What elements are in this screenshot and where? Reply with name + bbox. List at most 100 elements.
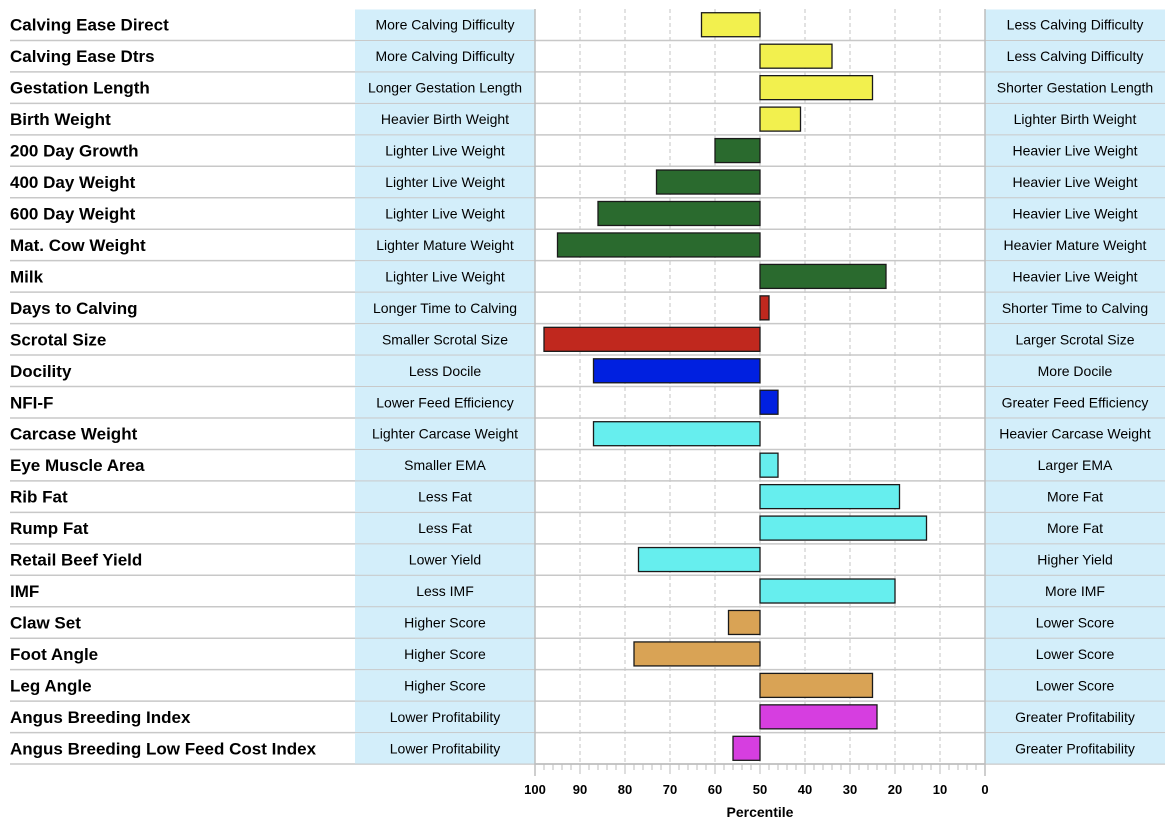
percentile-bar [732, 735, 761, 761]
trait-label: Rump Fat [10, 519, 89, 538]
chart-row: Angus Breeding Low Feed Cost Index Lower … [10, 733, 1165, 765]
right-descriptor: Larger Scrotal Size [1015, 331, 1134, 347]
right-descriptor-box [985, 9, 1165, 40]
left-descriptor-box [355, 40, 535, 72]
chart-row: 600 Day Weight Lighter Live Weight Heavier… [10, 198, 1165, 230]
left-descriptor-box [355, 292, 535, 324]
right-descriptor-box [985, 103, 1165, 135]
left-descriptor: Higher Score [404, 677, 486, 693]
left-descriptor-box [355, 9, 535, 40]
percentile-bar [592, 358, 761, 384]
x-tick-label: 30 [843, 782, 857, 797]
chart-row: Foot Angle Higher Score Lower Score [10, 638, 1165, 671]
right-descriptor-box [985, 701, 1165, 733]
chart-row: Calving Ease Direct More Calving Difficul… [10, 9, 1165, 42]
percentile-bar [759, 452, 779, 478]
right-descriptor-box [985, 40, 1165, 72]
right-descriptor: Less Calving Difficulty [1007, 17, 1144, 33]
right-descriptor: Greater Feed Efficiency [1002, 394, 1149, 410]
trait-label: Docility [10, 362, 72, 381]
chart-row: Calving Ease Dtrs More Calving Difficulty… [10, 40, 1165, 73]
right-descriptor: Larger EMA [1038, 457, 1113, 473]
left-descriptor-box [355, 418, 535, 449]
trait-label: Rib Fat [10, 488, 68, 507]
percentile-bar [759, 75, 874, 101]
trait-label: Angus Breeding Low Feed Cost Index [10, 739, 317, 758]
rows-layer: Calving Ease Direct More Calving Difficul… [10, 9, 1165, 765]
chart-row: Eye Muscle Area Smaller EMA Larger EMA [10, 449, 1165, 482]
left-descriptor-box [355, 607, 535, 638]
left-descriptor: Lower Yield [409, 552, 481, 568]
right-descriptor-box [985, 387, 1165, 418]
left-descriptor: Heavier Birth Weight [381, 111, 509, 127]
chart-row: Carcase Weight Lighter Carcase Weight Heav… [10, 418, 1165, 451]
right-descriptor-box [985, 135, 1165, 166]
right-descriptor-box [985, 481, 1165, 512]
left-descriptor-box [355, 670, 535, 701]
x-tick-label: 20 [888, 782, 902, 797]
right-descriptor-box [985, 324, 1165, 355]
percentile-bar [759, 263, 887, 290]
right-descriptor: Shorter Gestation Length [997, 80, 1153, 96]
percentile-bar [759, 389, 779, 415]
trait-label: NFI-F [10, 393, 53, 412]
left-descriptor-box [355, 229, 535, 261]
left-descriptor-box [355, 512, 535, 544]
percentile-bar [700, 12, 761, 38]
percentile-bar [759, 43, 833, 69]
right-descriptor-box [985, 292, 1165, 324]
trait-label: Gestation Length [10, 79, 150, 98]
trait-label: Carcase Weight [10, 425, 138, 444]
right-descriptor: Shorter Time to Calving [1002, 300, 1148, 316]
percentile-bar [759, 483, 901, 510]
left-descriptor-box [355, 733, 535, 764]
right-descriptor: Lighter Birth Weight [1014, 111, 1137, 127]
percentile-bar [727, 609, 761, 636]
left-descriptor-box [355, 387, 535, 418]
right-descriptor-box [985, 229, 1165, 261]
trait-label: IMF [10, 582, 39, 601]
trait-label: Scrotal Size [10, 330, 106, 349]
trait-label: Mat. Cow Weight [10, 236, 146, 255]
trait-label: Angus Breeding Index [10, 708, 191, 727]
right-descriptor-box [985, 512, 1165, 544]
left-descriptor-box [355, 701, 535, 733]
left-descriptor: Lighter Live Weight [385, 268, 505, 284]
x-tick-label: 60 [708, 782, 722, 797]
trait-label: Leg Angle [10, 676, 92, 695]
percentile-bar [655, 169, 761, 195]
x-tick-label: 70 [663, 782, 677, 797]
right-descriptor: Greater Profitability [1015, 740, 1135, 756]
left-descriptor-box [355, 198, 535, 229]
left-descriptor-box [355, 135, 535, 166]
chart-row: Leg Angle Higher Score Lower Score [10, 670, 1165, 702]
percentile-bar [633, 641, 761, 667]
chart-row: Mat. Cow Weight Lighter Mature Weight Heav… [10, 229, 1165, 262]
percentile-bar [543, 326, 761, 352]
left-descriptor-box [355, 449, 535, 481]
right-descriptor-box [985, 544, 1165, 575]
percentile-bar [759, 578, 896, 604]
chart-row: Claw Set Higher Score Lower Score [10, 607, 1165, 639]
right-descriptor: Heavier Live Weight [1012, 143, 1137, 159]
right-descriptor-box [985, 575, 1165, 607]
x-tick-label: 90 [573, 782, 587, 797]
right-descriptor-box [985, 449, 1165, 481]
right-descriptor: Less Calving Difficulty [1007, 48, 1144, 64]
percentile-bar [759, 672, 874, 699]
left-descriptor-box [355, 324, 535, 355]
x-tick-label: 50 [753, 782, 767, 797]
chart-row: Docility Less Docile More Docile [10, 355, 1165, 388]
right-descriptor: Heavier Live Weight [1012, 174, 1137, 190]
left-descriptor-box [355, 638, 535, 670]
right-descriptor-box [985, 166, 1165, 198]
x-axis: 100 90 80 70 60 50 40 30 20 10 0 [524, 9, 989, 797]
left-descriptor: Less Fat [418, 489, 472, 505]
percentile-bar [759, 704, 878, 730]
right-descriptor: Heavier Mature Weight [1004, 237, 1147, 253]
left-descriptor: More Calving Difficulty [375, 17, 514, 33]
chart-row: Days to Calving Longer Time to Calving Sho… [10, 292, 1165, 325]
right-descriptor-box [985, 733, 1165, 764]
left-descriptor: Smaller Scrotal Size [382, 331, 508, 347]
right-descriptor: Heavier Live Weight [1012, 205, 1137, 221]
